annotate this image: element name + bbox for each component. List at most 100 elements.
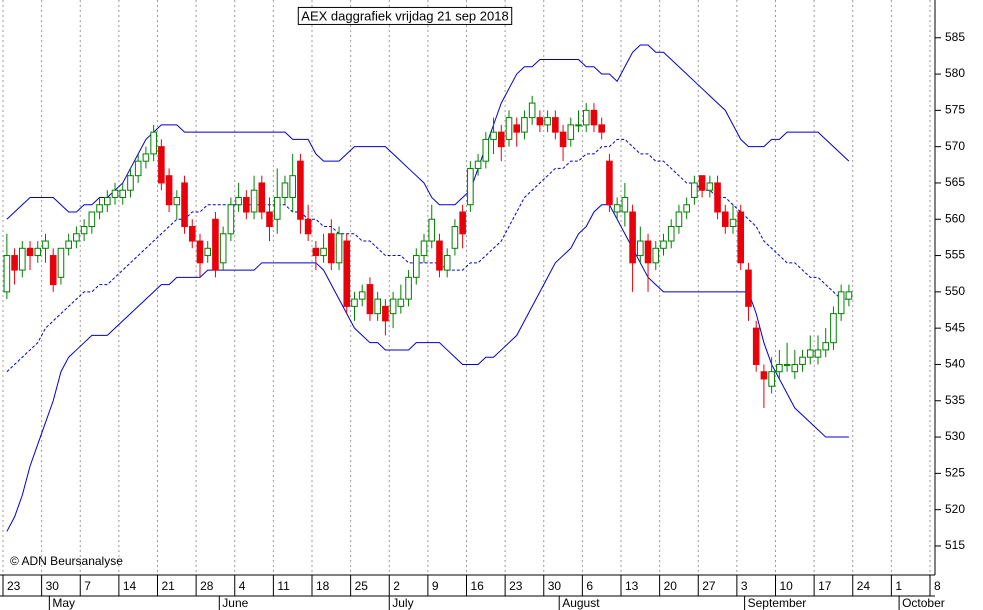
y-tick-label: 525 [945, 466, 965, 480]
candle-body [320, 247, 327, 257]
candle-body [567, 124, 575, 140]
candle-body [536, 117, 544, 126]
candle-body [412, 255, 420, 278]
candle-body [103, 196, 111, 206]
candle-body [343, 240, 351, 307]
y-tick-label: 545 [945, 320, 965, 334]
candle-body [11, 255, 18, 271]
x-tick-label: 30 [46, 579, 60, 593]
candle-body [497, 131, 505, 148]
y-tick-label: 550 [945, 284, 965, 298]
band-line [6, 44, 850, 220]
x-tick-label: 2 [393, 579, 400, 593]
candle-body [714, 182, 721, 213]
candle-body [428, 218, 436, 242]
y-tick-label: 570 [945, 139, 965, 153]
candle-body [243, 196, 250, 213]
candle-body [235, 196, 242, 206]
candle-body [637, 240, 644, 257]
candle-body [521, 117, 528, 133]
x-tick-label: 3 [741, 579, 748, 593]
candle-body [405, 276, 412, 300]
x-tick-label: 11 [277, 579, 290, 593]
source-note: © ADN Beursanalyse [10, 554, 123, 568]
x-tick-label: 24 [857, 579, 871, 593]
candle-body [19, 247, 26, 271]
candle-body [119, 189, 127, 198]
candle-body [420, 240, 428, 257]
candle-body [328, 233, 335, 264]
candle-body [266, 211, 273, 228]
candle-body [760, 371, 768, 380]
candle-body [3, 255, 11, 293]
candle-body [26, 247, 34, 257]
candle-body [258, 182, 266, 213]
candle-body [822, 342, 830, 351]
x-tick-label: 21 [162, 579, 176, 593]
candle-body [80, 226, 88, 235]
candle-body [582, 109, 590, 126]
candle-body [88, 211, 96, 228]
candle-body [188, 226, 196, 242]
month-label: September [748, 596, 807, 610]
candle-body [691, 182, 698, 198]
month-label: June [222, 596, 248, 610]
candle-body [150, 131, 157, 155]
x-tick-label: 30 [548, 579, 562, 593]
chart-title: AEX daggrafiek vrijdag 21 sep 2018 [301, 8, 508, 23]
candle-body [227, 204, 235, 235]
y-tick-label: 530 [945, 429, 965, 443]
candle-body [629, 211, 636, 264]
candle-body [212, 218, 219, 271]
x-tick-label: 7 [84, 579, 91, 593]
candle-body [513, 124, 521, 133]
candle-body [490, 131, 497, 140]
candle-body [544, 117, 551, 126]
candle-body [142, 153, 150, 162]
candle-body [575, 124, 582, 127]
candle-body [73, 233, 80, 242]
x-tick-label: 14 [123, 579, 137, 593]
candle-body [49, 255, 57, 286]
x-tick-label: 10 [780, 579, 794, 593]
month-label: July [392, 596, 413, 610]
candle-body [42, 240, 49, 249]
candle-body [729, 218, 737, 228]
candle-body [830, 313, 837, 344]
x-tick-label: 20 [664, 579, 678, 593]
candle-body [799, 356, 806, 365]
candle-body [389, 298, 397, 315]
candle-body [806, 349, 814, 358]
candle-body [304, 218, 312, 235]
x-tick-label: 25 [355, 579, 369, 593]
candle-body [660, 240, 667, 249]
candle-body [776, 363, 783, 373]
candle-body [652, 247, 660, 264]
candle-body [312, 247, 320, 257]
candle-body [34, 247, 42, 257]
x-tick-label: 1 [895, 579, 902, 593]
candle-body [675, 211, 683, 228]
x-tick-label: 9 [432, 579, 439, 593]
y-tick-label: 555 [945, 248, 965, 262]
candle-body [467, 167, 474, 206]
candle-body [791, 363, 799, 373]
candle-body [250, 189, 258, 213]
candle-body [459, 211, 466, 235]
x-tick-label: 23 [7, 579, 21, 593]
candle-body [482, 138, 490, 162]
candle-body [281, 182, 289, 198]
candle-body [783, 363, 791, 366]
x-tick-label: 28 [200, 579, 214, 593]
candle-body [358, 291, 366, 300]
candle-body [219, 233, 227, 264]
candle-body [127, 175, 134, 191]
candle-body [768, 371, 775, 387]
x-tick-label: 4 [239, 579, 246, 593]
candle-body [590, 109, 598, 126]
candle-body [737, 211, 745, 264]
candle-body [698, 175, 706, 191]
y-tick-label: 560 [945, 211, 965, 225]
candle-body [204, 247, 212, 257]
